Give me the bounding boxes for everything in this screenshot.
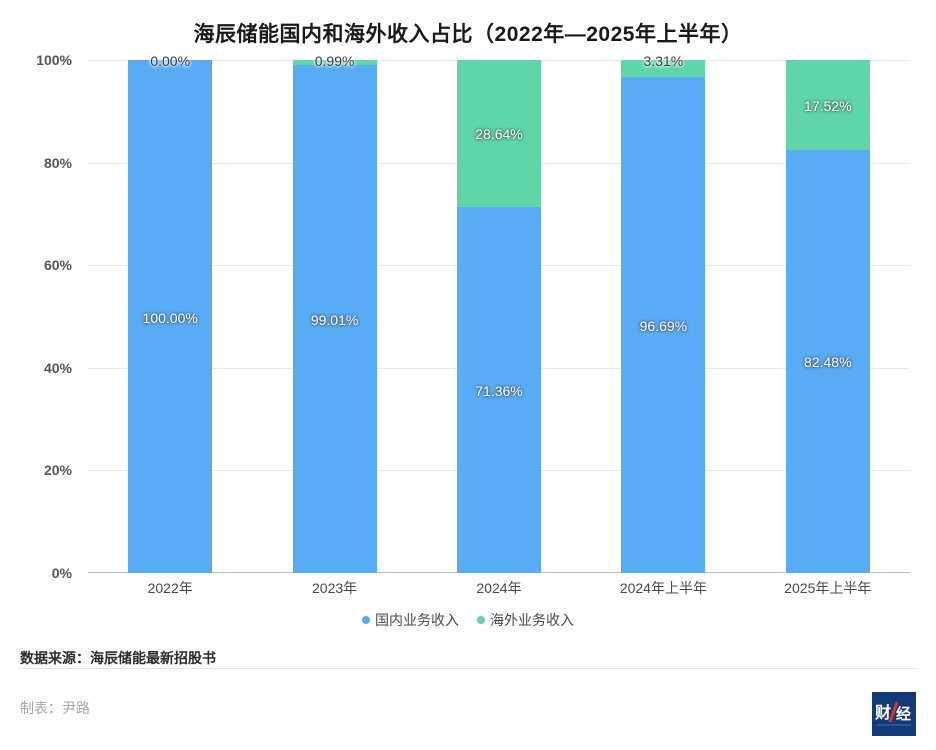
bar-group[interactable]: 99.01% 0.99% (292, 53, 377, 573)
plot-area: 100.00% 0.00% 99.01% 0.99% 71.36% 28.64% 96.69… (88, 53, 910, 573)
svg-text:财: 财 (874, 703, 891, 722)
bar-segment-domestic[interactable] (128, 60, 213, 573)
bar-segment-domestic[interactable] (621, 76, 706, 573)
bar-group[interactable]: 82.48% 17.52% (785, 60, 870, 573)
y-axis: 0% 20% 40% 60% 80% 100% (0, 52, 72, 581)
x-axis: 2022年 2023年 2024年 2024年上半年 2025年上半年 (88, 578, 910, 604)
legend-label-overseas: 海外业务收入 (490, 612, 574, 628)
page-title: 海辰储能国内和海外收入占比（2022年—2025年上半年） (193, 23, 743, 46)
legend-item-overseas[interactable]: 海外业务收入 (477, 610, 574, 630)
y-axis-tick-label: 80% (43, 154, 72, 171)
y-axis-tick-label: 40% (43, 359, 72, 376)
x-axis-tick-label: 2024年 (476, 580, 522, 596)
legend-label-domestic: 国内业务收入 (375, 612, 459, 628)
y-axis-tick-label: 60% (43, 257, 72, 274)
source-note: 数据来源：海辰储能最新招股书 (20, 650, 216, 666)
legend-item-domestic[interactable]: 国内业务收入 (362, 610, 459, 630)
legend-dot-overseas-icon (477, 616, 485, 624)
bar-segment-overseas[interactable] (785, 60, 870, 150)
x-axis-tick-label: 2024年上半年 (619, 580, 707, 596)
chart-legend: 国内业务收入 海外业务收入 (0, 610, 936, 630)
bar-segment-domestic[interactable] (785, 149, 870, 573)
bar-group[interactable]: 71.36% 28.64% (457, 60, 541, 573)
bar-group[interactable]: 96.69% 3.31% (621, 53, 706, 573)
bar-segment-overseas[interactable] (621, 60, 706, 77)
svg-text:经: 经 (896, 705, 911, 723)
y-axis-tick-label: 20% (43, 462, 72, 479)
credit-note: 制表：尹路 (20, 700, 90, 716)
legend-dot-domestic-icon (362, 616, 370, 624)
x-axis-tick-label: 2023年 (312, 580, 358, 596)
x-axis-tick-label: 2022年 (147, 580, 193, 596)
footer-divider (18, 668, 918, 669)
bar-segment-overseas[interactable] (292, 60, 377, 66)
brand-logo: 财 经 (872, 692, 916, 736)
y-axis-tick-label: 100% (36, 52, 72, 68)
bar-segment-domestic[interactable] (292, 65, 377, 573)
x-axis-tick-label: 2025年上半年 (784, 580, 872, 596)
y-axis-tick-label: 0% (51, 565, 72, 581)
bar-group[interactable]: 100.00% 0.00% (128, 53, 213, 573)
bar-segment-overseas[interactable] (457, 60, 541, 207)
bar-segment-domestic[interactable] (457, 206, 541, 573)
